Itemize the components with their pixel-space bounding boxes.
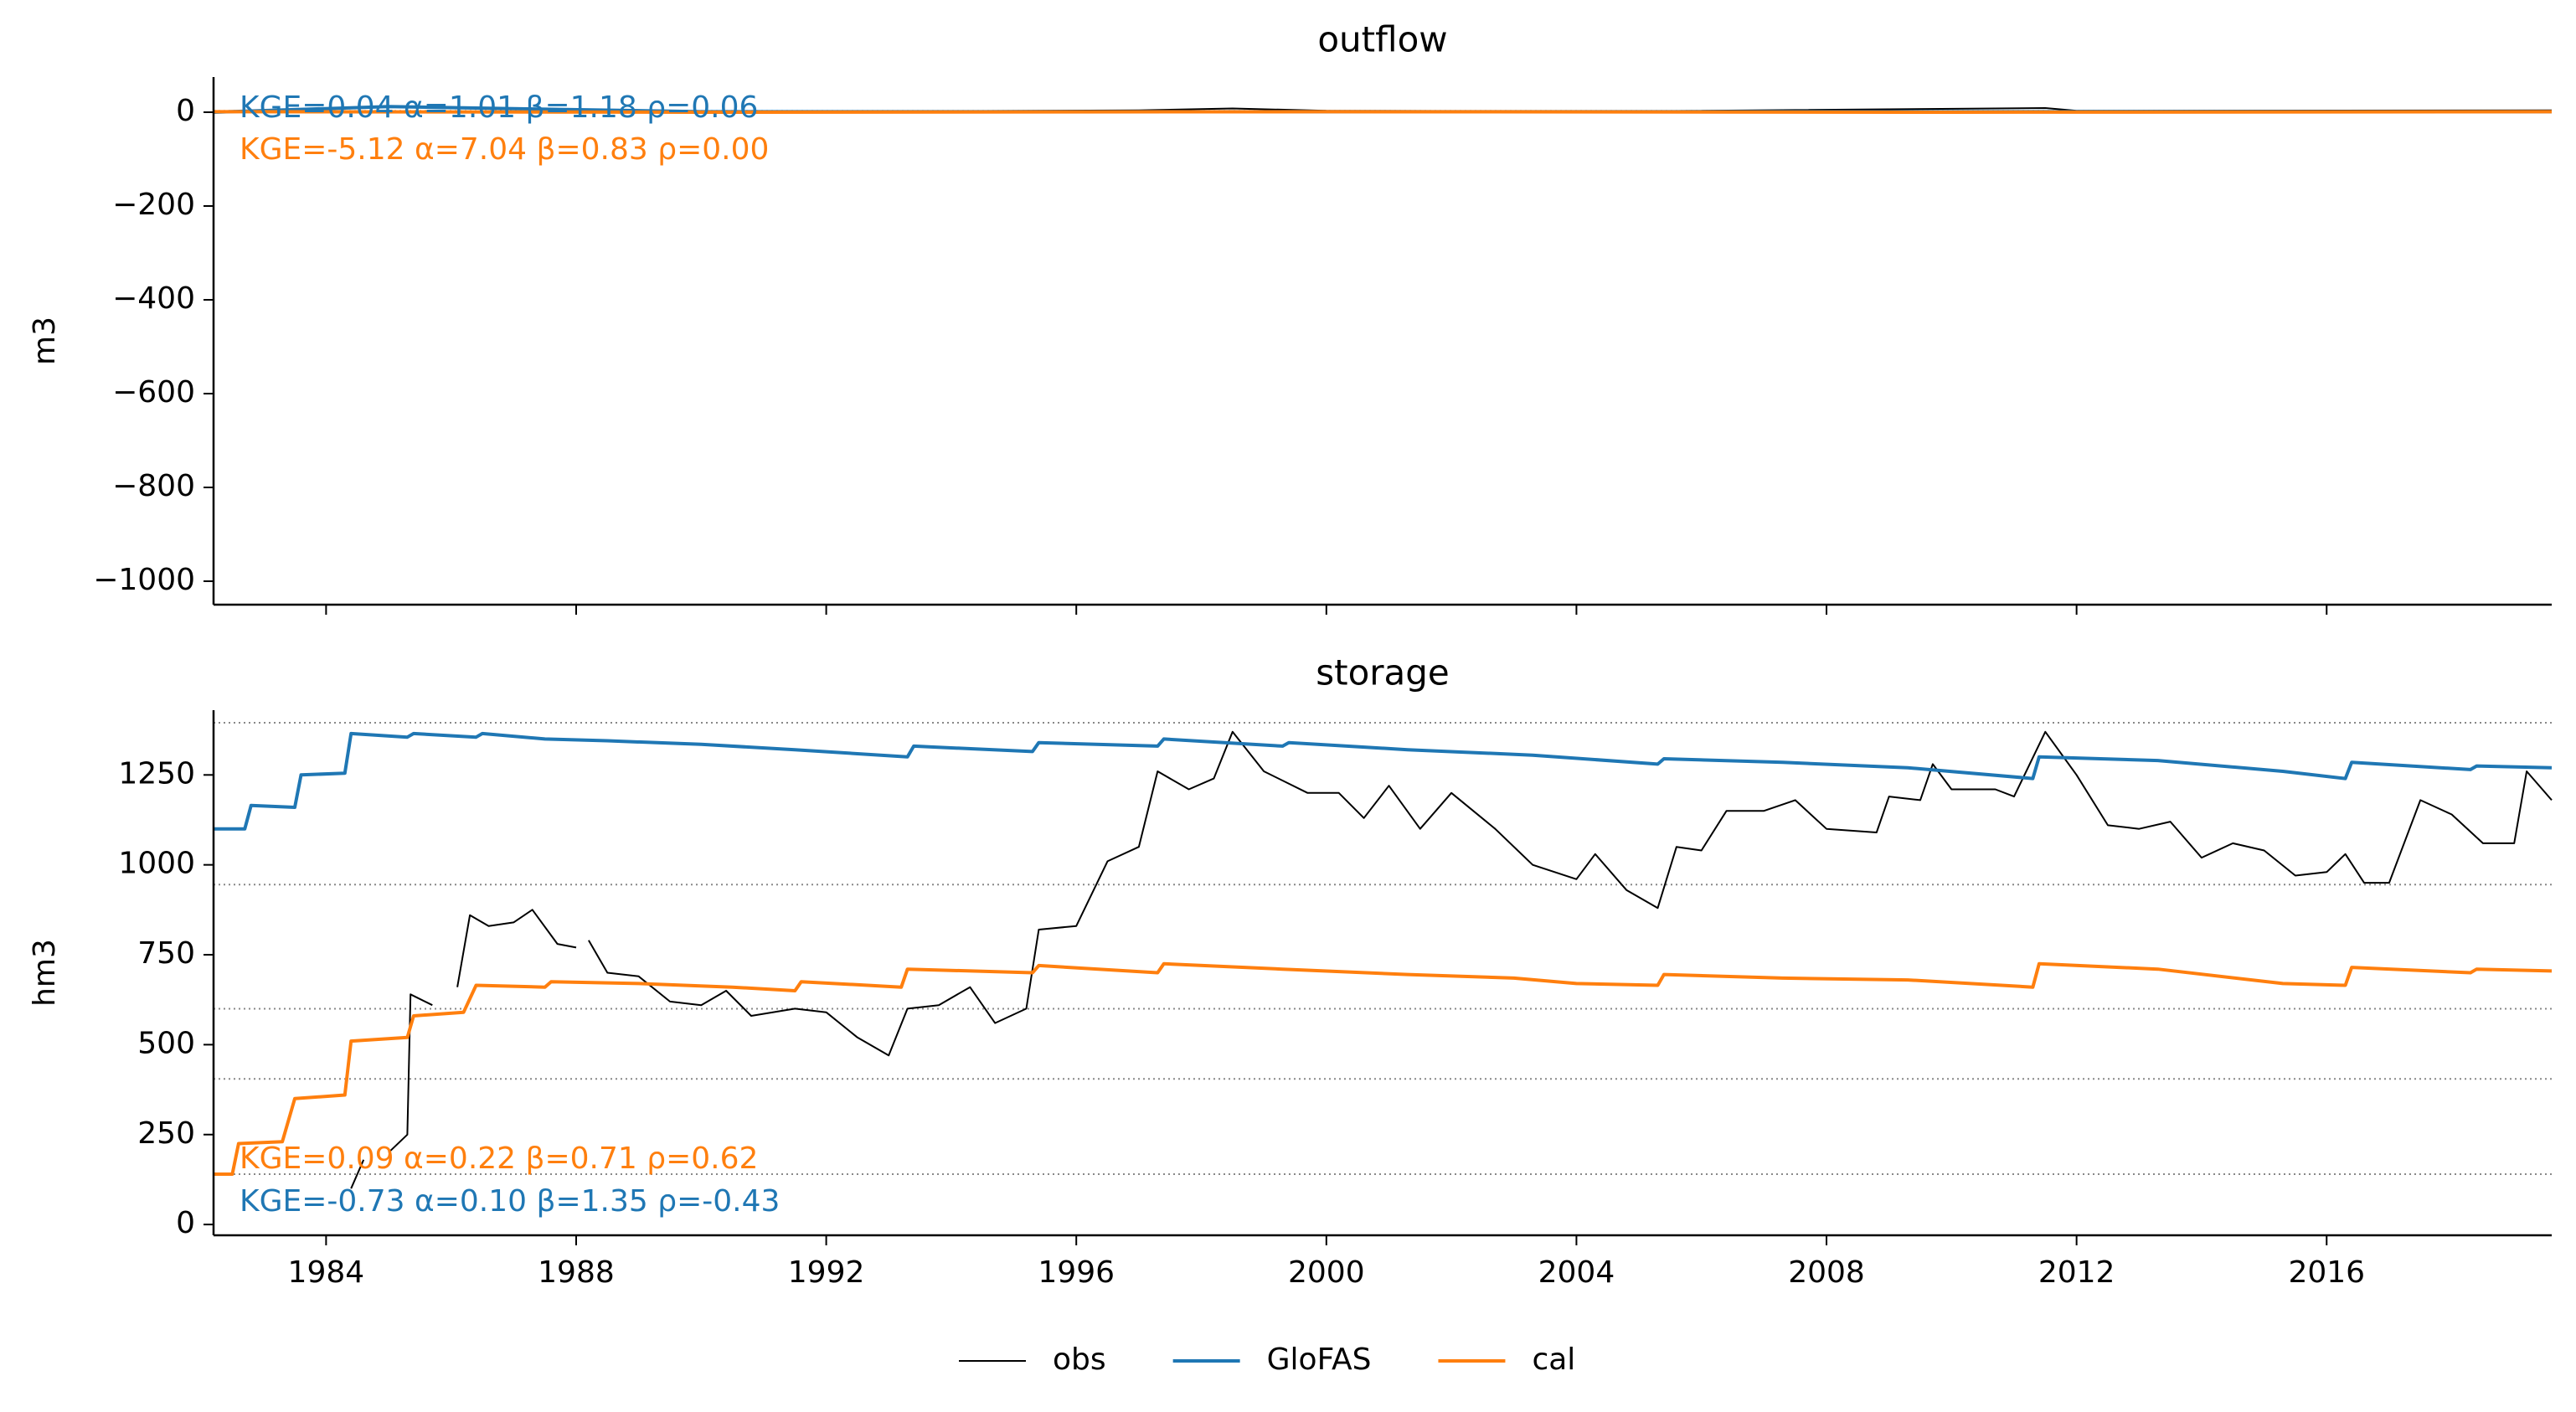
y-tick-label: −200 [112,188,195,222]
x-tick-label: 1984 [288,1255,365,1290]
chart-title: storage [1316,652,1450,693]
x-tick-label: 2008 [1788,1255,1865,1290]
annotation: KGE=0.04 α=1.01 β=1.18 ρ=0.06 [240,90,758,125]
y-tick-label: −1000 [93,563,195,597]
x-tick-label: 2016 [2288,1255,2365,1290]
y-tick-label: 0 [176,1206,195,1240]
series-line [350,730,2553,1189]
series-line [213,110,2553,114]
y-tick-label: −600 [112,375,195,410]
y-tick-label: −800 [112,469,195,503]
annotation: KGE=-0.73 α=0.10 β=1.35 ρ=-0.43 [240,1184,780,1219]
y-tick-label: 750 [137,936,195,971]
series-line [214,961,2553,1176]
x-tick-label: 1988 [538,1255,615,1290]
series-line [214,731,2553,831]
y-tick-label: 1000 [118,847,195,881]
x-tick-label: 1996 [1038,1255,1115,1290]
x-tick-label: 2000 [1288,1255,1365,1290]
annotation: KGE=-5.12 α=7.04 β=0.83 ρ=0.00 [240,132,769,167]
x-tick-label: 2004 [1538,1255,1615,1290]
y-tick-label: −400 [112,281,195,316]
y-tick-label: 500 [137,1026,195,1060]
y-tick-label: 1250 [118,756,195,791]
y-axis-label: m3 [28,317,62,365]
legend-label: GloFAS [1267,1342,1372,1377]
y-axis-label: hm3 [28,939,62,1007]
chart-title: outflow [1317,19,1447,60]
annotation: KGE=0.09 α=0.22 β=0.71 ρ=0.62 [240,1141,758,1176]
y-tick-label: 0 [176,94,195,128]
x-tick-label: 1992 [788,1255,865,1290]
y-tick-label: 250 [137,1116,195,1151]
legend-label: cal [1532,1342,1575,1377]
legend-label: obs [1053,1342,1106,1377]
x-tick-label: 2012 [2038,1255,2115,1290]
